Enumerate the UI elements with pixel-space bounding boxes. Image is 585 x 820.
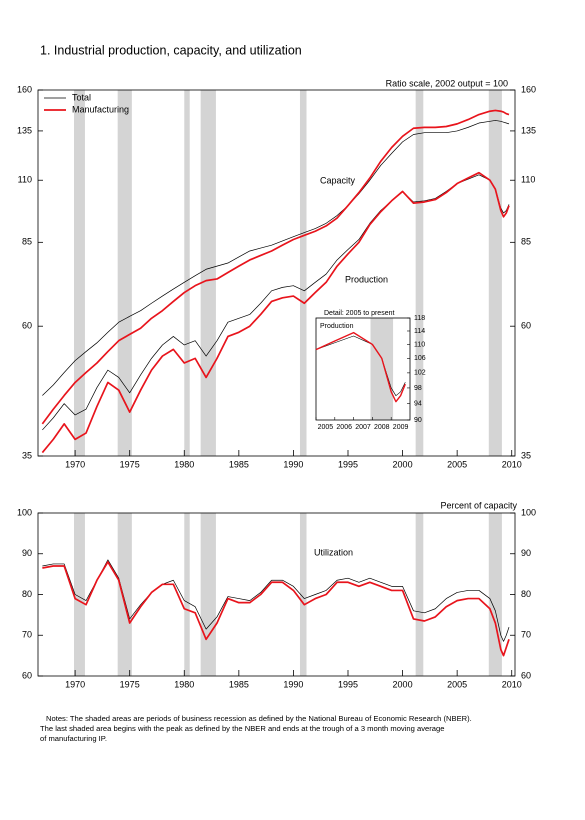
y-tick-label: 60 — [22, 670, 32, 680]
y-tick-label: 35 — [22, 450, 32, 460]
y-tick-label: 100 — [521, 507, 536, 517]
utilization-line — [42, 561, 510, 657]
y-tick-label: 85 — [22, 237, 32, 247]
x-tick-label: 2010 — [502, 679, 522, 689]
x-tick-label: 2005 — [447, 459, 467, 469]
x-tick-label: 1975 — [120, 679, 140, 689]
plot-frame — [37, 512, 516, 677]
x-tick-label: 1995 — [338, 679, 358, 689]
x-tick-label: 2007 — [355, 424, 371, 431]
y-tick-label: 106 — [414, 355, 426, 362]
axis-note: Ratio scale, 2002 output = 100 — [386, 78, 508, 88]
y-tick-label: 90 — [414, 417, 422, 424]
y-tick-label: 90 — [22, 548, 32, 558]
x-tick-label: 1970 — [65, 459, 85, 469]
x-tick-label: 1975 — [120, 459, 140, 469]
figure-title: 1. Industrial production, capacity, and … — [40, 43, 302, 57]
recession-band — [74, 90, 85, 456]
x-tick-label: 2005 — [318, 424, 334, 431]
plot-frame — [37, 89, 516, 457]
y-tick-label: 160 — [17, 84, 32, 94]
y-tick-label: 118 — [414, 315, 425, 322]
y-tick-label: 60 — [22, 321, 32, 331]
series-annotation: Utilization — [314, 547, 353, 557]
x-tick-label: 1985 — [229, 459, 249, 469]
inset-label: Production — [320, 323, 354, 330]
x-tick-label: 1970 — [65, 679, 85, 689]
x-tick-label: 2000 — [393, 459, 413, 469]
y-tick-label: 110 — [414, 341, 425, 348]
capacity-line — [42, 120, 510, 396]
recession-band — [117, 513, 132, 676]
y-tick-label: 90 — [521, 548, 531, 558]
legend-label: Total — [72, 92, 91, 102]
recession-band — [200, 90, 216, 456]
legend-label: Manufacturing — [72, 104, 129, 114]
inset-title: Detail: 2005 to present — [324, 310, 394, 317]
utilization-line — [42, 559, 510, 642]
x-tick-label: 1985 — [229, 679, 249, 689]
x-tick-label: 1990 — [283, 679, 303, 689]
recession-band — [370, 318, 394, 420]
bottom-chart: 60 60 70 70 80 80 90 90 100 100 1970 1975 1980 1985 19… — [17, 500, 536, 689]
y-tick-label: 85 — [521, 237, 531, 247]
y-tick-label: 102 — [414, 370, 426, 377]
recession-band — [299, 513, 307, 676]
production-line — [42, 174, 510, 431]
y-tick-label: 110 — [18, 175, 32, 185]
y-tick-label: 80 — [22, 589, 32, 599]
recession-band — [200, 513, 216, 676]
x-tick-label: 2008 — [374, 424, 390, 431]
x-tick-label: 1980 — [174, 679, 194, 689]
inset-background — [316, 318, 410, 420]
top-chart: 35 35 60 60 85 85 110 110 135 135 160 160 1970 1975 19… — [17, 78, 536, 469]
y-tick-label: 60 — [521, 321, 531, 331]
note-line: The last shaded area begins with the pea… — [40, 724, 444, 733]
x-tick-label: 2005 — [447, 679, 467, 689]
y-tick-label: 114 — [414, 328, 425, 335]
inset-production-line — [315, 331, 406, 403]
series-annotation: Production — [345, 274, 388, 284]
y-tick-label: 160 — [521, 84, 536, 94]
axis-note: Percent of capacity — [440, 500, 517, 510]
recession-band — [488, 513, 502, 676]
recession-band — [415, 513, 424, 676]
y-tick-label: 35 — [521, 450, 531, 460]
recession-band — [184, 513, 190, 676]
note-line: Notes: The shaded areas are periods of b… — [46, 714, 472, 723]
y-tick-label: 70 — [22, 630, 32, 640]
x-tick-label: 1990 — [283, 459, 303, 469]
y-tick-label: 60 — [521, 670, 531, 680]
recession-band — [415, 90, 424, 456]
production-line — [41, 171, 510, 454]
inset-chart: Detail: 2005 to present Production 90 94 98 1… — [315, 310, 426, 431]
y-tick-label: 98 — [414, 385, 422, 392]
recession-band — [184, 90, 190, 456]
note-line: of manufacturing IP. — [40, 734, 107, 743]
capacity-line — [41, 109, 510, 425]
recession-band — [299, 90, 307, 456]
series-annotation: Capacity — [320, 175, 356, 185]
x-tick-label: 2006 — [336, 424, 352, 431]
y-tick-label: 100 — [17, 507, 32, 517]
recession-band — [488, 90, 502, 456]
x-tick-label: 2009 — [393, 424, 409, 431]
inset-frame — [315, 317, 411, 421]
x-tick-label: 1995 — [338, 459, 358, 469]
y-tick-label: 135 — [521, 125, 536, 135]
y-tick-label: 110 — [521, 175, 535, 185]
x-tick-label: 1980 — [174, 459, 194, 469]
x-tick-label: 2000 — [393, 679, 413, 689]
recession-band — [117, 90, 132, 456]
y-tick-label: 70 — [521, 630, 531, 640]
y-tick-label: 135 — [17, 125, 32, 135]
recession-band — [74, 513, 85, 676]
y-tick-label: 80 — [521, 589, 531, 599]
y-tick-label: 94 — [414, 400, 422, 407]
x-tick-label: 2010 — [502, 459, 522, 469]
